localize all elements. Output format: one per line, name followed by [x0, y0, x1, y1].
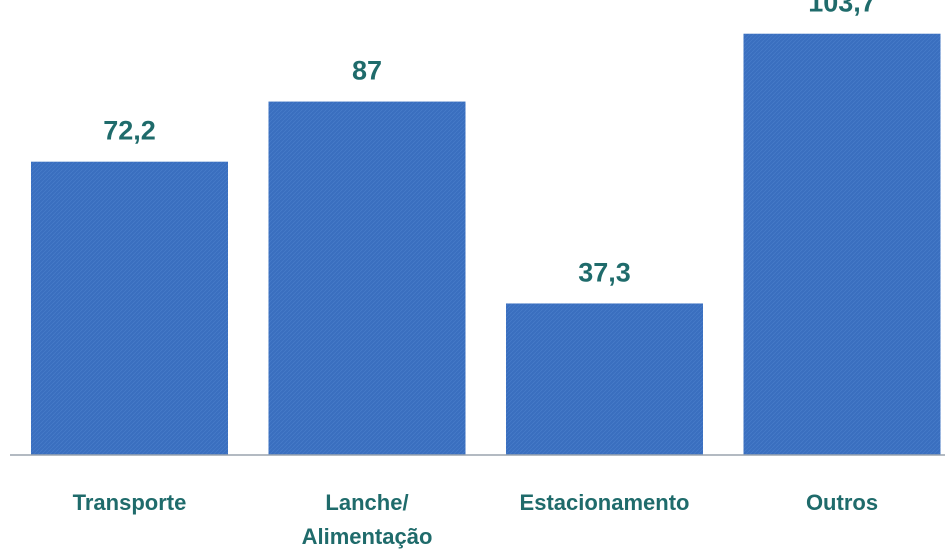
value-label-2: 87 [352, 56, 382, 86]
bars-group [31, 33, 941, 455]
value-label-4: 103,7 [808, 0, 876, 18]
category-label-4: Outros [806, 490, 878, 515]
category-label-3: Estacionamento [520, 490, 690, 515]
bar-1 [31, 161, 228, 455]
value-label-3: 37,3 [578, 257, 631, 287]
category-label-1: Transporte [73, 490, 187, 515]
value-labels-group: 72,2 87 37,3 103,7 [103, 0, 876, 287]
bar-3 [506, 303, 703, 455]
category-labels-group: Transporte Lanche/Alimentação Estacionamen… [73, 490, 878, 549]
value-label-1: 72,2 [103, 116, 156, 146]
category-label-2: Lanche/Alimentação [302, 490, 433, 549]
bar-2 [268, 101, 466, 455]
bar-4 [743, 33, 941, 455]
